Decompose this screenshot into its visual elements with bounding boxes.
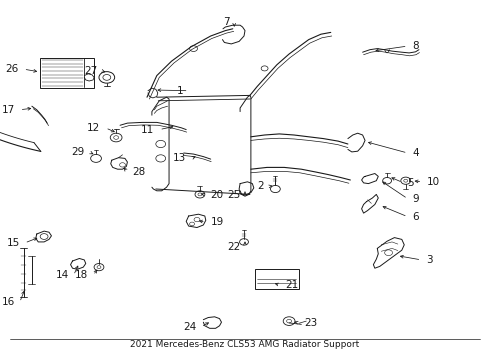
Text: 4: 4 (413, 148, 419, 158)
Text: 21: 21 (285, 280, 298, 290)
Text: 26: 26 (5, 64, 19, 74)
Text: 29: 29 (71, 147, 84, 157)
Text: 20: 20 (211, 190, 224, 200)
Text: 27: 27 (84, 66, 97, 76)
Text: 9: 9 (413, 194, 419, 204)
Text: 14: 14 (55, 270, 69, 280)
Text: 8: 8 (413, 41, 419, 51)
Text: 23: 23 (304, 318, 317, 328)
Bar (40, 58, 94, 88)
Text: 16: 16 (1, 297, 15, 307)
Text: 22: 22 (227, 242, 240, 252)
Text: 2021 Mercedes-Benz CLS53 AMG Radiator Support: 2021 Mercedes-Benz CLS53 AMG Radiator Su… (130, 340, 360, 349)
Text: 6: 6 (413, 212, 419, 222)
Text: 17: 17 (1, 105, 15, 115)
Text: 12: 12 (87, 123, 100, 133)
Text: 15: 15 (6, 238, 20, 248)
Text: 3: 3 (426, 255, 433, 265)
Text: 19: 19 (211, 217, 224, 227)
Text: 13: 13 (173, 153, 186, 163)
Text: 25: 25 (227, 190, 240, 200)
Text: 1: 1 (177, 86, 184, 96)
Text: 5: 5 (408, 177, 415, 188)
Text: 24: 24 (183, 322, 196, 332)
Text: 2: 2 (257, 181, 264, 192)
Text: 11: 11 (141, 125, 154, 135)
Text: 28: 28 (132, 167, 146, 177)
Text: 10: 10 (427, 177, 441, 187)
Bar (255, 269, 299, 289)
Text: 7: 7 (222, 17, 229, 27)
Text: 18: 18 (75, 270, 88, 280)
